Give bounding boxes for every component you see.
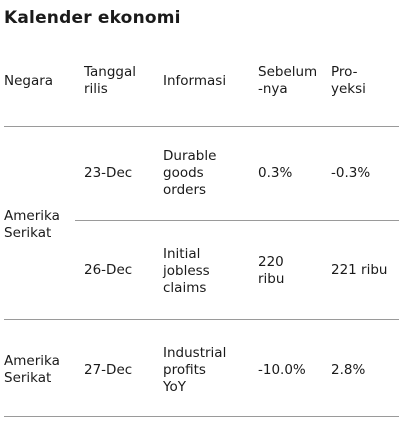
table-cell-projection: -0.3% <box>331 165 371 181</box>
table-cell-info: Durable goods orders <box>163 148 217 198</box>
country-cell: Amerika Serikat <box>4 208 60 241</box>
table-cell-info: Industrial profits YoY <box>163 345 227 395</box>
header-projection: Pro- yeksi <box>331 64 366 97</box>
header-previous: Sebelum -nya <box>258 64 318 97</box>
divider <box>75 220 399 221</box>
country-cell: Amerika Serikat <box>4 353 60 386</box>
table-cell-previous: 220 ribu <box>258 254 285 287</box>
page-title: Kalender ekonomi <box>4 8 181 28</box>
divider <box>4 416 399 417</box>
table-cell-date: 23-Dec <box>84 165 133 181</box>
header-release-date: Tanggal rilis <box>84 64 137 97</box>
divider <box>4 126 399 127</box>
table-cell-projection: 221 ribu <box>331 262 388 278</box>
table-cell-previous: 0.3% <box>258 165 293 181</box>
table-cell-date: 27-Dec <box>84 362 133 378</box>
divider <box>4 319 399 320</box>
table-cell-projection: 2.8% <box>331 362 366 378</box>
header-info: Informasi <box>163 73 227 89</box>
table-cell-info: Initial jobless claims <box>163 246 210 296</box>
table-cell-previous: -10.0% <box>258 362 306 378</box>
table-cell-date: 26-Dec <box>84 262 133 278</box>
header-country: Negara <box>4 73 54 89</box>
